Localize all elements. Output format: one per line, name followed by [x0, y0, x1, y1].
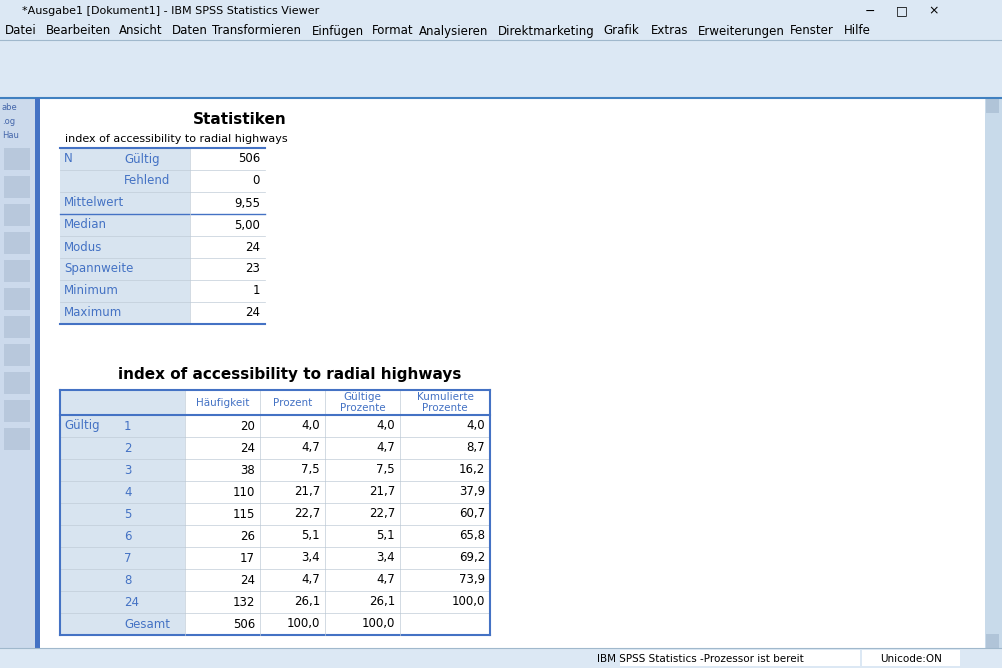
- Text: Format: Format: [372, 25, 413, 37]
- Text: 3,4: 3,4: [377, 552, 395, 564]
- Text: 21,7: 21,7: [369, 486, 395, 498]
- Text: 65,8: 65,8: [459, 530, 485, 542]
- Text: ×: ×: [929, 5, 939, 17]
- Text: Unicode:ON: Unicode:ON: [880, 654, 942, 664]
- Text: index of accessibility to radial highways: index of accessibility to radial highway…: [65, 134, 288, 144]
- Text: Daten: Daten: [172, 25, 207, 37]
- Text: 23: 23: [245, 263, 260, 275]
- Text: 24: 24: [240, 574, 255, 587]
- Text: 26,1: 26,1: [294, 595, 320, 609]
- Text: index of accessibility to radial highways: index of accessibility to radial highway…: [118, 367, 462, 383]
- Text: 2: 2: [124, 442, 131, 454]
- Text: 4,7: 4,7: [376, 574, 395, 587]
- Text: abe: abe: [2, 104, 18, 112]
- Text: 5,1: 5,1: [302, 530, 320, 542]
- Text: *Ausgabe1 [Dokument1] - IBM SPSS Statistics Viewer: *Ausgabe1 [Dokument1] - IBM SPSS Statist…: [22, 6, 320, 16]
- Text: 26: 26: [240, 530, 255, 542]
- Text: 7,5: 7,5: [302, 464, 320, 476]
- Text: 22,7: 22,7: [369, 508, 395, 520]
- Text: Modus: Modus: [64, 240, 102, 253]
- Text: 16,2: 16,2: [459, 464, 485, 476]
- Text: 73,9: 73,9: [459, 574, 485, 587]
- Text: 4,0: 4,0: [302, 420, 320, 432]
- Text: Hau: Hau: [2, 130, 19, 140]
- Text: Gültig: Gültig: [64, 420, 99, 432]
- Text: 5,1: 5,1: [377, 530, 395, 542]
- Text: 3: 3: [124, 464, 131, 476]
- Text: IBM SPSS Statistics -Prozessor ist bereit: IBM SPSS Statistics -Prozessor ist berei…: [596, 654, 804, 664]
- Text: 100,0: 100,0: [452, 595, 485, 609]
- Text: Ansicht: Ansicht: [118, 25, 162, 37]
- Text: 24: 24: [245, 307, 260, 319]
- Text: Gültig: Gültig: [124, 152, 159, 166]
- Text: Median: Median: [64, 218, 107, 232]
- Text: 4,7: 4,7: [302, 574, 320, 587]
- Text: 1: 1: [124, 420, 131, 432]
- Text: Gesamt: Gesamt: [124, 617, 170, 631]
- Text: Direktmarketing: Direktmarketing: [498, 25, 595, 37]
- Text: Minimum: Minimum: [64, 285, 119, 297]
- Text: 24: 24: [245, 240, 260, 253]
- Text: 17: 17: [240, 552, 255, 564]
- Text: 7: 7: [124, 552, 131, 564]
- Text: 21,7: 21,7: [294, 486, 320, 498]
- Text: 6: 6: [124, 530, 131, 542]
- Text: 1: 1: [253, 285, 260, 297]
- Text: Statistiken: Statistiken: [193, 112, 287, 128]
- Text: □: □: [896, 5, 908, 17]
- Text: 5,00: 5,00: [234, 218, 260, 232]
- Text: Extras: Extras: [650, 25, 688, 37]
- Text: Grafik: Grafik: [603, 25, 639, 37]
- Text: 37,9: 37,9: [459, 486, 485, 498]
- Text: 69,2: 69,2: [459, 552, 485, 564]
- Text: Fehlend: Fehlend: [124, 174, 170, 188]
- Text: Häufigkeit: Häufigkeit: [195, 397, 249, 407]
- Text: Fenster: Fenster: [790, 25, 834, 37]
- Text: 4,0: 4,0: [466, 420, 485, 432]
- Text: 110: 110: [232, 486, 255, 498]
- Text: 9,55: 9,55: [234, 196, 260, 210]
- Text: .og: .og: [2, 118, 15, 126]
- Text: −: −: [865, 5, 876, 17]
- Text: Kumulierte
Prozente: Kumulierte Prozente: [417, 391, 473, 413]
- Text: Bearbeiten: Bearbeiten: [45, 25, 111, 37]
- Text: 4,0: 4,0: [377, 420, 395, 432]
- Text: Prozent: Prozent: [273, 397, 313, 407]
- Text: 24: 24: [240, 442, 255, 454]
- Text: Analysieren: Analysieren: [419, 25, 488, 37]
- Text: 8,7: 8,7: [466, 442, 485, 454]
- Text: 4: 4: [124, 486, 131, 498]
- Text: 24: 24: [124, 595, 139, 609]
- Text: 132: 132: [232, 595, 255, 609]
- Text: 5: 5: [124, 508, 131, 520]
- Text: 0: 0: [253, 174, 260, 188]
- Text: 506: 506: [237, 152, 260, 166]
- Text: 100,0: 100,0: [287, 617, 320, 631]
- Text: Maximum: Maximum: [64, 307, 122, 319]
- Text: 8: 8: [124, 574, 131, 587]
- Text: Hilfe: Hilfe: [844, 25, 871, 37]
- Text: N: N: [64, 152, 73, 166]
- Text: 506: 506: [232, 617, 255, 631]
- Text: 100,0: 100,0: [362, 617, 395, 631]
- Text: 115: 115: [232, 508, 255, 520]
- Text: Datei: Datei: [5, 25, 37, 37]
- Text: 38: 38: [240, 464, 255, 476]
- Text: 60,7: 60,7: [459, 508, 485, 520]
- Text: Spannweite: Spannweite: [64, 263, 133, 275]
- Text: 20: 20: [240, 420, 255, 432]
- Text: Erweiterungen: Erweiterungen: [697, 25, 785, 37]
- Text: Einfügen: Einfügen: [312, 25, 364, 37]
- Text: 4,7: 4,7: [376, 442, 395, 454]
- Text: 7,5: 7,5: [377, 464, 395, 476]
- Text: Mittelwert: Mittelwert: [64, 196, 124, 210]
- Text: 26,1: 26,1: [369, 595, 395, 609]
- Text: Transformieren: Transformieren: [212, 25, 302, 37]
- Text: Gültige
Prozente: Gültige Prozente: [340, 391, 386, 413]
- Text: 3,4: 3,4: [302, 552, 320, 564]
- Text: 22,7: 22,7: [294, 508, 320, 520]
- Text: 4,7: 4,7: [302, 442, 320, 454]
